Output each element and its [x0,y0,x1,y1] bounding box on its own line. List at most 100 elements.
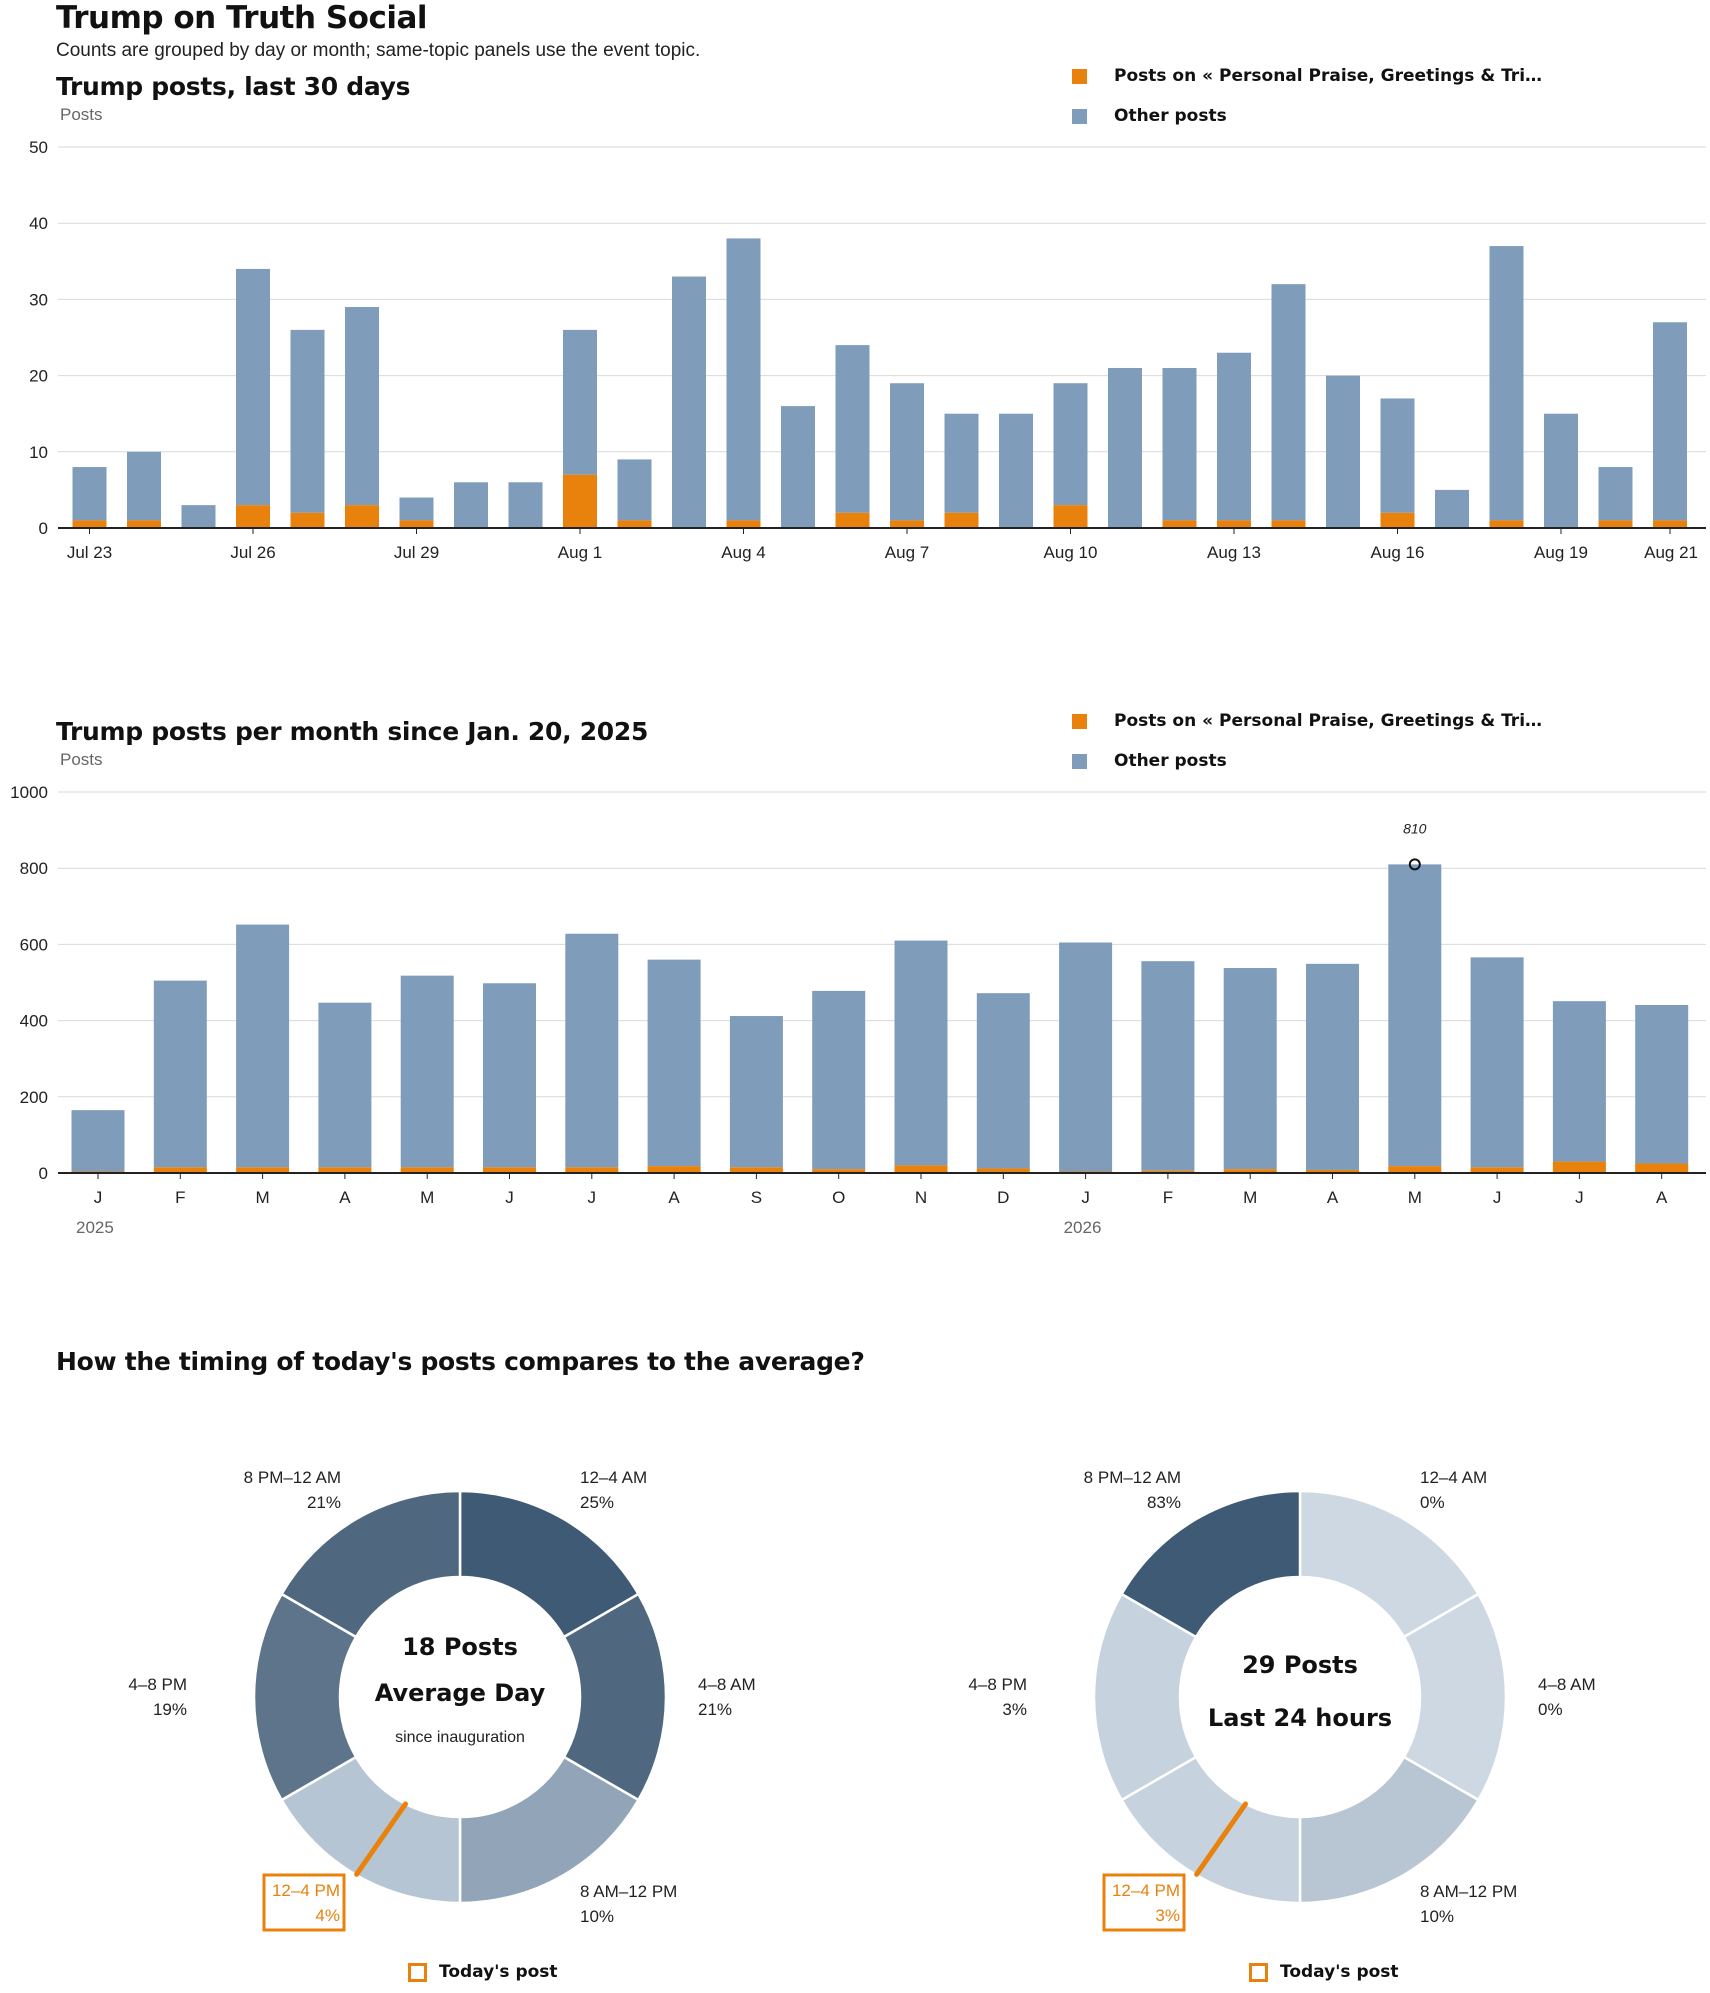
chart1-daily-posts: 0 10 20 30 40 50 Jul 23 Jul 26 Jul 29 Aug 1 Aug 4 A… [29,138,1706,562]
bar-other [1544,413,1578,528]
bar-other [617,459,652,521]
today-slice-label: 12–4 PM [272,1881,340,1900]
legend-label-other: Other posts [1114,106,1227,126]
legend-item-other: Other posts [1072,751,1227,771]
bar-topic [565,1167,619,1173]
today-callout-line [1194,1801,1249,1877]
bar-topic [153,1167,207,1173]
x-tick-label: Aug 1 [558,543,602,562]
bar-topic [345,505,379,528]
bar-other [127,451,161,521]
bar-other [71,1110,125,1172]
y-tick-label: 50 [29,138,48,157]
bar-other [1489,246,1524,521]
bar-other [1217,352,1251,521]
x-tick-label: F [1163,1188,1173,1207]
bar-topic [1653,520,1687,528]
bar-topic [1217,520,1251,528]
timing-section-title: How the timing of today's posts compares… [56,1347,865,1376]
bar-other [508,482,543,528]
y-tick-label: 20 [29,367,48,386]
x-tick-label: Jul 26 [230,543,275,562]
y-tick-label: 0 [39,1164,48,1183]
bar-other [1388,864,1442,1167]
donut-slice [1298,1489,1481,1639]
today-callout-box [1102,1873,1186,1932]
bar-topic [1552,1161,1606,1173]
bar-other [812,990,866,1170]
x-tick-label: M [1408,1188,1422,1207]
bar-other [565,933,619,1168]
bar-other [835,345,870,513]
x-tick-label: Aug 13 [1207,543,1261,562]
slice-label: 4–8 AM [1538,1675,1596,1694]
slice-label: 4–8 PM [968,1675,1027,1694]
slice-pct: 19% [153,1700,187,1719]
slice-label: 8 PM–12 AM [244,1468,341,1487]
bar-other [729,1016,783,1168]
bar-other [1223,968,1277,1170]
page-subtitle: Counts are grouped by day or month; same… [56,40,701,61]
donut-slice [1298,1755,1481,1905]
peak-marker [1408,858,1421,871]
bar-topic [812,1169,866,1173]
todays-post-swatch [1249,1962,1268,1982]
x-tick-label: A [1327,1188,1339,1207]
y-tick-label: 200 [20,1088,48,1107]
bar-topic [1271,520,1306,528]
donut-slice [1402,1592,1508,1802]
x-tick-label: M [1243,1188,1257,1207]
slice-pct: 21% [698,1700,732,1719]
chart2-title: Trump posts per month since Jan. 20, 202… [56,717,649,746]
x-tick-label: J [588,1188,597,1207]
bar-other [647,959,701,1167]
x-tick-label: Aug 4 [721,543,765,562]
bar-other [345,307,379,506]
y-tick-label: 40 [29,214,48,233]
today-slice-label: 12–4 PM [1112,1881,1180,1900]
x-tick-label: Aug 16 [1371,543,1425,562]
x-tick-label: Jul 23 [67,543,112,562]
bar-other [1162,367,1197,521]
bar-other [1141,961,1195,1171]
slice-label: 12–4 AM [1420,1468,1487,1487]
bar-topic [1223,1169,1277,1173]
legend-swatch-topic [1072,713,1087,729]
donut-center-text: Last 24 hours [1208,1704,1392,1732]
bar-other [976,993,1030,1169]
bar-other [181,505,216,528]
legend-swatch-other [1072,108,1087,124]
slice-label: 12–4 AM [580,1468,647,1487]
bar-topic [944,512,979,528]
bar-other [1635,1004,1689,1164]
x-tick-label: Aug 19 [1534,543,1588,562]
x-tick-label: A [339,1188,351,1207]
bar-topic [1162,520,1197,528]
bar-other [1108,367,1142,528]
legend-swatch-other [1072,753,1087,769]
bar-other [1598,467,1633,521]
x-tick-label: J [505,1188,514,1207]
chart2-monthly-posts: 0 200 400 600 800 1000 J F M A M J J A S O N D J F M A M J J A 202… [10,783,1706,1237]
today-slice-pct: 3% [1155,1906,1180,1925]
y-tick-label: 1000 [10,783,48,802]
y-tick-label: 600 [20,935,48,954]
bar-topic [1470,1167,1524,1173]
slice-pct: 3% [1002,1700,1027,1719]
chart1-ylabel: Posts [60,105,103,124]
bar-topic [318,1167,372,1173]
x-tick-label: M [256,1188,270,1207]
slice-pct: 10% [580,1907,614,1926]
x-tick-label: A [668,1188,680,1207]
bar-topic [617,520,652,528]
y-tick-label: 30 [29,290,48,309]
donut-slice [562,1592,668,1802]
x-tick-label: A [1656,1188,1668,1207]
donut-slice [1092,1592,1198,1802]
year-label: 2025 [76,1218,114,1237]
bar-topic [1598,520,1633,528]
todays-post-label: Today's post [1280,1962,1399,1982]
bar-topic [236,505,270,528]
donut-slice [458,1755,641,1905]
